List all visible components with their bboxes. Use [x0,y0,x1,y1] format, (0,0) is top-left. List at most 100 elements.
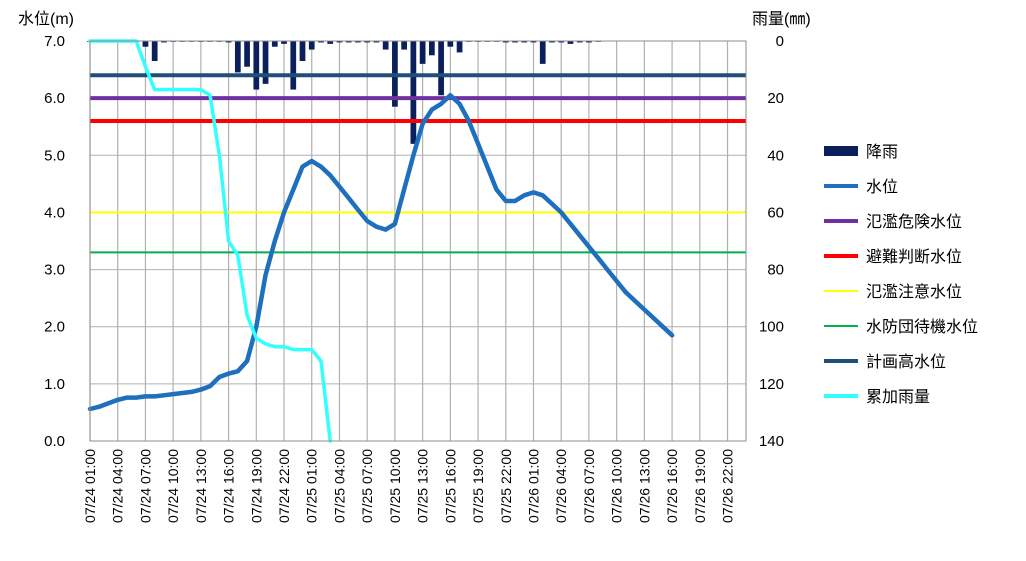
rain-bar [521,41,528,43]
rain-bar [558,41,565,43]
left-tick-label: 1.0 [44,376,65,393]
rain-bar [512,41,518,43]
x-tick-label: 07/25 01:00 [304,449,320,523]
x-tick-label: 07/24 04:00 [110,449,126,523]
right-tick-label: 0 [776,33,784,50]
x-tick-label: 07/24 10:00 [165,449,181,523]
legend-label-evacuation: 避難判断水位 [866,248,962,266]
rain-bar [364,41,371,43]
x-tick-label: 07/26 19:00 [692,449,708,523]
x-tick-label: 07/26 04:00 [553,449,569,523]
left-tick-label: 3.0 [44,262,65,279]
x-tick-label: 07/25 19:00 [470,449,486,523]
right-tick-label: 40 [767,147,784,164]
x-tick-label: 07/25 04:00 [331,449,347,523]
rain-bar [410,41,417,144]
x-tick-label: 07/25 13:00 [415,449,431,523]
legend-label-cumulative: 累加雨量 [866,388,930,406]
left-axis-ticks: 0.0 1.0 2.0 3.0 4.0 5.0 6.0 7.0 [44,33,65,450]
rain-bar [438,41,444,96]
right-tick-label: 80 [767,262,784,279]
rain-bar [586,41,592,43]
x-tick-label: 07/24 13:00 [193,449,209,523]
x-tick-label: 07/25 22:00 [498,449,514,523]
rain-bar [567,41,574,44]
right-tick-label: 100 [759,319,784,336]
rain-bar [401,41,408,50]
rain-bar [225,41,232,43]
right-tick-label: 140 [759,433,784,450]
series-lines [87,39,675,443]
rain-bar [336,41,343,43]
left-tick-label: 5.0 [44,147,65,164]
rain-bar [355,41,361,43]
legend-label-flood_caution: 氾濫注意水位 [866,282,962,301]
rain-bar [576,41,583,43]
rain-bar [142,41,149,47]
x-tick-label: 07/24 07:00 [137,449,153,523]
x-tick-label: 07/24 01:00 [82,449,98,523]
right-axis-title: 雨量(㎜) [752,11,811,28]
left-tick-label: 7.0 [44,33,65,50]
rain-bar [327,41,334,44]
series-line-water_level [87,93,675,412]
right-tick-label: 120 [759,376,784,393]
left-tick-label: 4.0 [44,204,65,221]
left-axis-title: 水位(m) [18,10,74,28]
right-tick-label: 60 [767,204,784,221]
rain-bar [382,41,389,50]
x-tick-label: 07/26 07:00 [581,449,597,523]
rain-bar [502,41,509,43]
rain-bar [161,41,167,43]
rain-bar [318,41,324,43]
rain-bar [530,41,537,43]
left-tick-label: 0.0 [44,433,65,450]
x-tick-label: 07/25 07:00 [359,449,375,523]
rain-bar [456,41,463,53]
rain-bar [244,41,250,67]
x-tick-label: 07/24 16:00 [221,449,237,523]
left-tick-label: 2.0 [44,319,65,336]
rain-bar [299,41,306,61]
x-tick-label: 07/25 10:00 [387,449,403,523]
x-tick-label: 07/26 10:00 [609,449,625,523]
x-tick-label: 07/24 22:00 [276,449,292,523]
rain-bar [253,41,260,90]
rain-bar [447,41,454,47]
grid [89,40,746,442]
rain-bar [345,41,352,43]
right-tick-label: 20 [767,90,784,107]
rain-bar [151,41,158,61]
legend-label-plan_high: 計画高水位 [866,353,946,371]
right-axis-ticks: 0 20 40 60 80 100 120 140 [759,33,784,450]
left-tick-label: 6.0 [44,90,65,107]
rain-bar [271,41,278,47]
rain-bar [308,41,315,50]
legend-label-water_level: 水位 [866,178,898,196]
rain-bar [539,41,546,64]
rain-bar [373,41,380,43]
x-tick-label: 07/24 19:00 [248,449,264,523]
rain-bars [87,41,602,144]
rain-bar [428,41,435,56]
x-tick-label: 07/26 22:00 [720,449,736,523]
threshold-lines [90,73,746,254]
legend-label-flood_danger: 氾濫危険水位 [866,213,962,231]
x-tick-label: 07/26 16:00 [664,449,680,523]
series-line-cumulative [88,39,332,443]
x-tick-label: 07/25 16:00 [442,449,458,523]
rain-bar [234,41,241,73]
x-axis-ticks: 07/24 01:00 07/24 04:00 07/24 07:00 07/24 1… [82,449,736,523]
legend-swatch-rain [824,146,858,156]
rain-bar [549,41,555,43]
rain-bar [281,41,287,44]
plot-frame [89,40,747,442]
rain-bar [290,41,297,90]
x-tick-label: 07/26 01:00 [525,449,541,523]
x-tick-label: 07/26 13:00 [636,449,652,523]
legend-label-rain: 降雨 [866,143,898,161]
rain-bar [262,41,269,84]
rain-bar [419,41,426,64]
